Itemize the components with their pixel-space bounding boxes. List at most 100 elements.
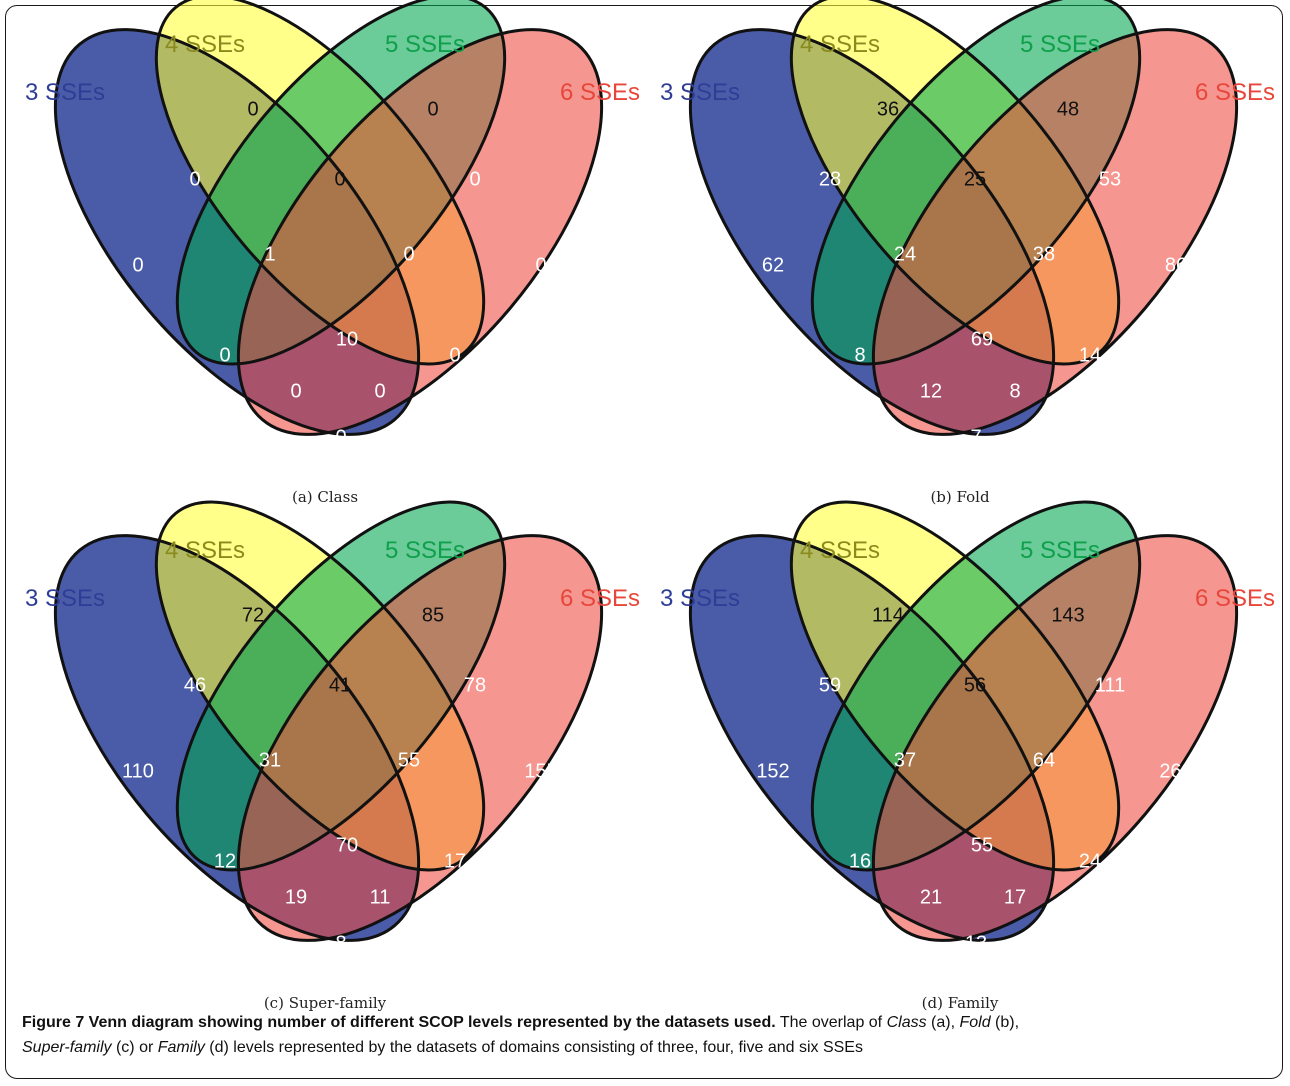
region-count-acd: 19 xyxy=(285,886,307,908)
region-count-cd: 0 xyxy=(469,168,480,190)
set-6-outline xyxy=(236,28,604,436)
subcaption-family: (d) Family xyxy=(921,994,999,1012)
region-count-ad: 7 xyxy=(970,426,981,448)
region-count-bcd: 64 xyxy=(1033,749,1055,771)
set-4-outline xyxy=(789,500,1121,872)
set-3-outline xyxy=(53,28,421,436)
venn-panel-fold: 3 SSEs 4 SSEs 5 SSEs 6 SSEs 62 36 48 86 28 25 53 8 1… xyxy=(640,0,1280,520)
region-count-abc: 24 xyxy=(894,243,916,265)
region-count-ac: 0 xyxy=(219,344,230,366)
region-count-abcd: 10 xyxy=(336,328,358,350)
set-6-outline xyxy=(236,534,604,942)
region-count-bcd: 0 xyxy=(403,243,414,265)
region-count-d: 155 xyxy=(524,760,557,782)
region-count-ac: 8 xyxy=(854,344,865,366)
region-count-b: 36 xyxy=(877,98,899,120)
set-5-outline xyxy=(810,0,1142,366)
region-count-c: 85 xyxy=(422,604,444,626)
venn-panel-class: 3 SSEs 4 SSEs 5 SSEs 6 SSEs 0 0 0 0 0 0 0 0 0 0 1 0 0 0 10… xyxy=(5,0,645,520)
set-label: 3 SSEs xyxy=(660,585,740,612)
region-count-ad: 8 xyxy=(335,932,346,954)
subcaption-fold: (b) Fold xyxy=(930,488,990,506)
region-count-d: 262 xyxy=(1159,760,1192,782)
region-count-ad: 13 xyxy=(965,932,987,954)
region-count-bd: 0 xyxy=(449,344,460,366)
region-count-b: 0 xyxy=(247,98,258,120)
region-count-abcd: 70 xyxy=(336,834,358,856)
region-count-bc: 56 xyxy=(964,674,986,696)
region-count-cd: 78 xyxy=(464,674,486,696)
region-count-c: 143 xyxy=(1051,604,1084,626)
set-4-outline xyxy=(789,0,1121,366)
region-count-abd: 0 xyxy=(374,380,385,402)
region-count-c: 48 xyxy=(1057,98,1079,120)
set-label: 6 SSEs xyxy=(560,585,640,612)
region-count-cd: 53 xyxy=(1099,168,1121,190)
subcaption-superfamily: (c) Super-family xyxy=(263,994,387,1012)
set-label: 5 SSEs xyxy=(1020,31,1100,58)
set-label: 5 SSEs xyxy=(1020,537,1100,564)
subcaption-class: (a) Class xyxy=(291,488,359,506)
caption-level-class: Class xyxy=(886,1014,927,1031)
region-count-a: 62 xyxy=(762,254,784,276)
venn-diagram: 3 SSEs 4 SSEs 5 SSEs 6 SSEs 110 72 85 155 46 41 78… xyxy=(25,500,640,954)
set-label: 5 SSEs xyxy=(385,31,465,58)
region-count-bcd: 55 xyxy=(398,749,420,771)
region-count-abc: 1 xyxy=(264,243,275,265)
region-count-bc: 0 xyxy=(334,168,345,190)
region-count-acd: 21 xyxy=(920,886,942,908)
set-6-ellipse xyxy=(873,535,1237,941)
set-label: 3 SSEs xyxy=(25,79,105,106)
set-label: 5 SSEs xyxy=(385,537,465,564)
set-6-outline xyxy=(871,28,1239,436)
figure-caption: Figure 7 Venn diagram showing number of … xyxy=(22,1010,1272,1060)
venn-diagram: 3 SSEs 4 SSEs 5 SSEs 6 SSEs 152 114 143 262 59 56… xyxy=(660,500,1275,954)
region-count-c: 0 xyxy=(427,98,438,120)
set-3-outline xyxy=(688,28,1056,436)
region-count-abc: 31 xyxy=(259,749,281,771)
region-count-abd: 8 xyxy=(1009,380,1020,402)
region-count-acd: 0 xyxy=(290,380,301,402)
set-6-ellipse xyxy=(238,29,602,435)
set-5-outline xyxy=(175,500,507,872)
set-label: 4 SSEs xyxy=(800,31,880,58)
region-count-ab: 59 xyxy=(819,674,841,696)
set-6-ellipse xyxy=(873,29,1237,435)
region-count-cd: 111 xyxy=(1095,674,1125,696)
region-count-ab: 0 xyxy=(189,168,200,190)
region-count-d: 0 xyxy=(535,254,546,276)
set-label: 3 SSEs xyxy=(25,585,105,612)
region-count-a: 152 xyxy=(756,760,789,782)
set-label: 4 SSEs xyxy=(800,537,880,564)
region-count-acd: 12 xyxy=(920,380,942,402)
region-count-abcd: 55 xyxy=(971,834,993,856)
set-6-ellipse xyxy=(238,535,602,941)
region-count-bd: 14 xyxy=(1079,344,1101,366)
region-count-bc: 25 xyxy=(964,168,986,190)
region-count-b: 114 xyxy=(872,604,904,626)
set-label: 6 SSEs xyxy=(1195,79,1275,106)
region-count-abd: 17 xyxy=(1004,886,1026,908)
region-count-b: 72 xyxy=(242,604,264,626)
region-count-ac: 16 xyxy=(849,850,871,872)
caption-text: (c) or xyxy=(111,1039,158,1056)
set-label: 6 SSEs xyxy=(560,79,640,106)
set-label: 4 SSEs xyxy=(165,537,245,564)
set-label: 6 SSEs xyxy=(1195,585,1275,612)
set-4-outline xyxy=(154,0,486,366)
caption-title: Figure 7 Venn diagram showing number of … xyxy=(22,1014,772,1031)
region-count-abcd: 69 xyxy=(971,328,993,350)
venn-panel-superfamily: 3 SSEs 4 SSEs 5 SSEs 6 SSEs 110 72 85 155 46 41 78… xyxy=(5,500,645,1026)
region-count-bd: 17 xyxy=(444,850,466,872)
region-count-abc: 37 xyxy=(894,749,916,771)
set-5-outline xyxy=(175,0,507,366)
caption-level-superfamily: Super-family xyxy=(22,1039,112,1056)
region-count-d: 86 xyxy=(1165,254,1187,276)
set-label: 3 SSEs xyxy=(660,79,740,106)
venn-panel-family: 3 SSEs 4 SSEs 5 SSEs 6 SSEs 152 114 143 262 59 56… xyxy=(640,500,1280,1026)
region-count-bcd: 38 xyxy=(1033,243,1055,265)
set-4-outline xyxy=(154,500,486,872)
caption-text: (b), xyxy=(990,1014,1020,1031)
set-3-outline xyxy=(688,534,1056,942)
